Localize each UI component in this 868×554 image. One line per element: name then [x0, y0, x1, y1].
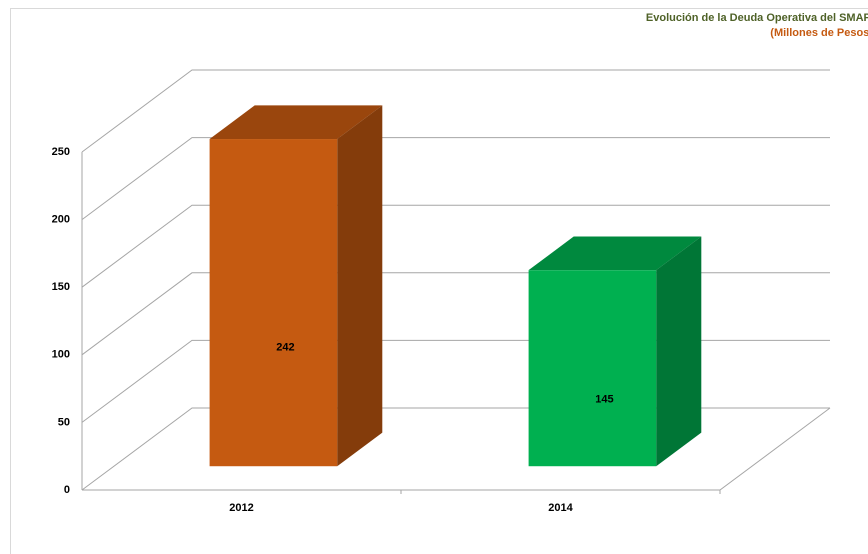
bar-side [337, 105, 383, 467]
x-tick-label: 2012 [229, 502, 253, 514]
y-tick-label: 250 [52, 146, 70, 158]
bar-top [209, 105, 383, 140]
grid-line [81, 204, 830, 288]
chart-frame [10, 8, 868, 554]
bar [528, 270, 657, 467]
y-tick-label: 50 [58, 416, 70, 428]
grid-line [81, 407, 830, 491]
y-tick-label: 200 [52, 214, 70, 226]
grid-line [81, 137, 830, 221]
y-tick-label: 100 [52, 349, 70, 361]
floor-edge [82, 407, 831, 491]
grid-line [81, 272, 830, 356]
bar-side [656, 236, 702, 467]
bar-top [528, 236, 702, 271]
y-tick-label: 0 [64, 484, 70, 496]
y-tick-label: 150 [52, 281, 70, 293]
chart-subtitle: (Millones de Pesos) [770, 27, 868, 39]
bar [209, 139, 338, 467]
grid-line [81, 339, 830, 423]
grid-line [81, 69, 830, 153]
x-tick-label: 2014 [548, 502, 573, 514]
chart-title: Evolución de la Deuda Operativa del SMAP… [646, 12, 868, 24]
data-label: 145 [595, 394, 613, 406]
data-label: 242 [276, 341, 294, 353]
